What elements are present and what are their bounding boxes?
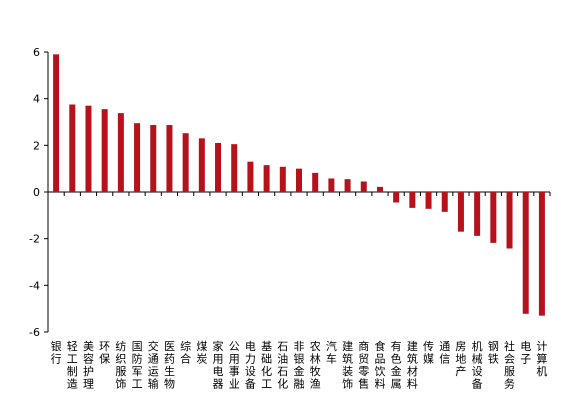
bar bbox=[522, 192, 529, 314]
y-tick-label: -4 bbox=[29, 279, 40, 292]
bar bbox=[360, 181, 367, 192]
category-label: 家用电器 bbox=[213, 339, 224, 391]
y-tick-label: 4 bbox=[33, 93, 40, 106]
bar bbox=[490, 192, 497, 243]
bar bbox=[279, 166, 286, 192]
bar bbox=[247, 161, 254, 192]
bar bbox=[474, 192, 481, 236]
category-label: 建筑材料 bbox=[407, 339, 418, 391]
category-label: 建筑装饰 bbox=[342, 339, 353, 391]
category-label: 公用事业 bbox=[229, 340, 240, 391]
category-label: 纺织服饰 bbox=[115, 339, 126, 391]
bar bbox=[134, 123, 141, 192]
chart-bars bbox=[53, 54, 545, 316]
bar bbox=[425, 192, 432, 209]
category-label: 煤炭 bbox=[196, 340, 207, 366]
category-label: 房地产 bbox=[455, 340, 466, 378]
category-label: 电力设备 bbox=[245, 340, 256, 391]
category-label: 通信 bbox=[439, 340, 450, 366]
bar bbox=[393, 192, 400, 203]
y-tick-labels: 6 4 2 0 -2 -4 -6 bbox=[29, 46, 40, 339]
category-label: 轻工制造 bbox=[67, 339, 78, 391]
bar bbox=[312, 172, 319, 192]
y-tick-label: -2 bbox=[29, 233, 40, 246]
category-label: 国防军工 bbox=[132, 340, 143, 391]
category-label: 农林牧渔 bbox=[310, 339, 321, 391]
category-label: 有色金属 bbox=[391, 339, 402, 391]
bar bbox=[296, 168, 302, 192]
bar bbox=[150, 125, 157, 192]
category-label: 交通运输 bbox=[148, 339, 159, 391]
bar bbox=[344, 179, 351, 192]
bar bbox=[182, 133, 189, 192]
bar bbox=[101, 109, 108, 192]
y-tick-label: 0 bbox=[33, 186, 40, 199]
bar bbox=[409, 192, 416, 208]
category-label: 基础化工 bbox=[261, 340, 272, 391]
bar bbox=[231, 144, 238, 192]
bar bbox=[538, 192, 545, 316]
bar bbox=[117, 113, 124, 192]
bar bbox=[215, 143, 222, 192]
bar bbox=[376, 186, 383, 192]
bar bbox=[441, 192, 448, 212]
category-label: 食品饮料 bbox=[374, 339, 385, 391]
category-label: 传媒 bbox=[423, 340, 434, 366]
category-label: 电子 bbox=[520, 340, 531, 366]
category-label: 石油石化 bbox=[277, 340, 288, 391]
category-label: 非银金融 bbox=[294, 340, 305, 391]
category-label: 社会服务 bbox=[504, 339, 515, 391]
bar bbox=[457, 192, 464, 232]
y-tick-label: -6 bbox=[29, 326, 40, 339]
category-label: 医药生物 bbox=[164, 340, 175, 391]
category-label: 钢铁 bbox=[488, 340, 499, 366]
bar bbox=[53, 54, 60, 193]
category-label: 商贸零售 bbox=[358, 339, 369, 391]
y-tick-label: 6 bbox=[33, 46, 40, 59]
category-labels: 银行轻工制造美容护理环保纺织服饰国防军工交通运输医药生物综合煤炭家用电器公用事业… bbox=[51, 339, 548, 391]
category-label: 美容护理 bbox=[83, 340, 94, 391]
category-label: 环保 bbox=[99, 340, 110, 366]
category-label: 银行 bbox=[51, 339, 62, 366]
y-tick-label: 2 bbox=[33, 139, 40, 152]
category-label: 机械设备 bbox=[472, 339, 483, 391]
category-label: 综合 bbox=[180, 339, 191, 366]
bar bbox=[328, 178, 335, 192]
bar bbox=[85, 105, 92, 192]
bar bbox=[198, 138, 205, 192]
bar bbox=[69, 104, 76, 192]
bar bbox=[166, 125, 173, 192]
bar bbox=[506, 192, 513, 249]
category-label: 汽车 bbox=[326, 339, 337, 366]
bar bbox=[263, 165, 270, 192]
chart-axes bbox=[44, 51, 551, 333]
category-label: 计算机 bbox=[536, 340, 547, 378]
